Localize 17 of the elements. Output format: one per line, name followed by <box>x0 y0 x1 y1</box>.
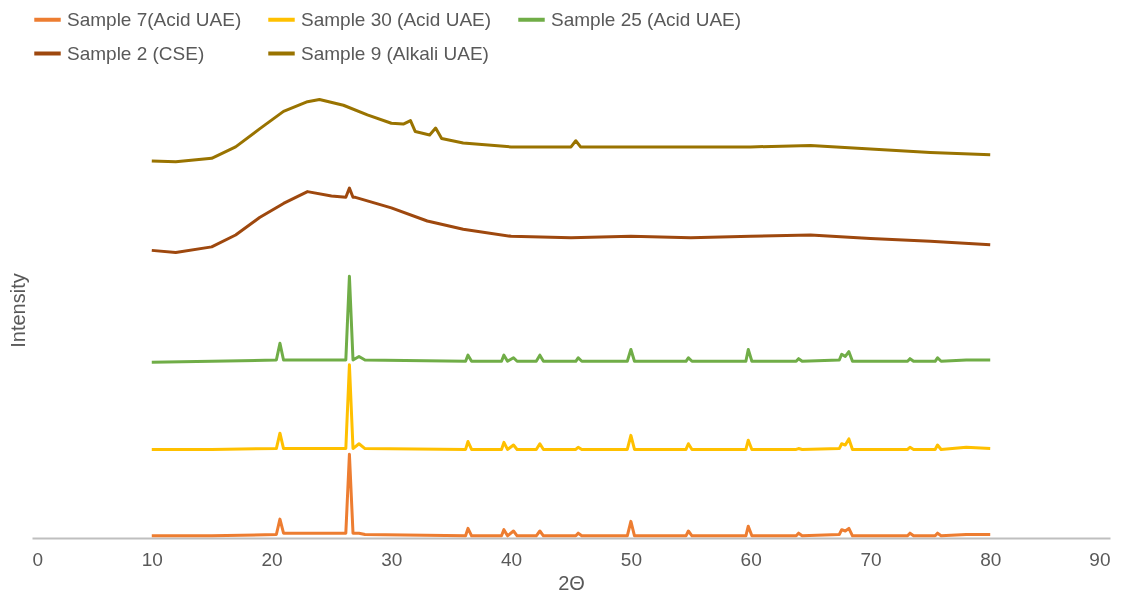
x-tick-label: 50 <box>620 548 642 570</box>
x-tick-label: 20 <box>261 548 283 570</box>
legend-label: Sample 7(Acid UAE) <box>67 8 242 30</box>
legend-label: Sample 2 (CSE) <box>67 42 205 64</box>
legend-label: Sample 9 (Alkali UAE) <box>301 42 489 64</box>
x-tick-label: 70 <box>860 548 882 570</box>
x-tick-label: 0 <box>32 548 44 570</box>
x-tick-label: 60 <box>740 548 762 570</box>
legend-label: Sample 25 (Acid UAE) <box>551 8 742 30</box>
x-tick-label: 10 <box>141 548 163 570</box>
y-axis-title: Intensity <box>6 273 29 348</box>
x-tick-label: 80 <box>980 548 1002 570</box>
x-tick-label: 40 <box>501 548 523 570</box>
x-tick-label: 30 <box>381 548 403 570</box>
legend-label: Sample 30 (Acid UAE) <box>301 8 492 30</box>
x-axis-title: 2Θ <box>558 571 585 594</box>
x-tick-label: 90 <box>1089 548 1111 570</box>
